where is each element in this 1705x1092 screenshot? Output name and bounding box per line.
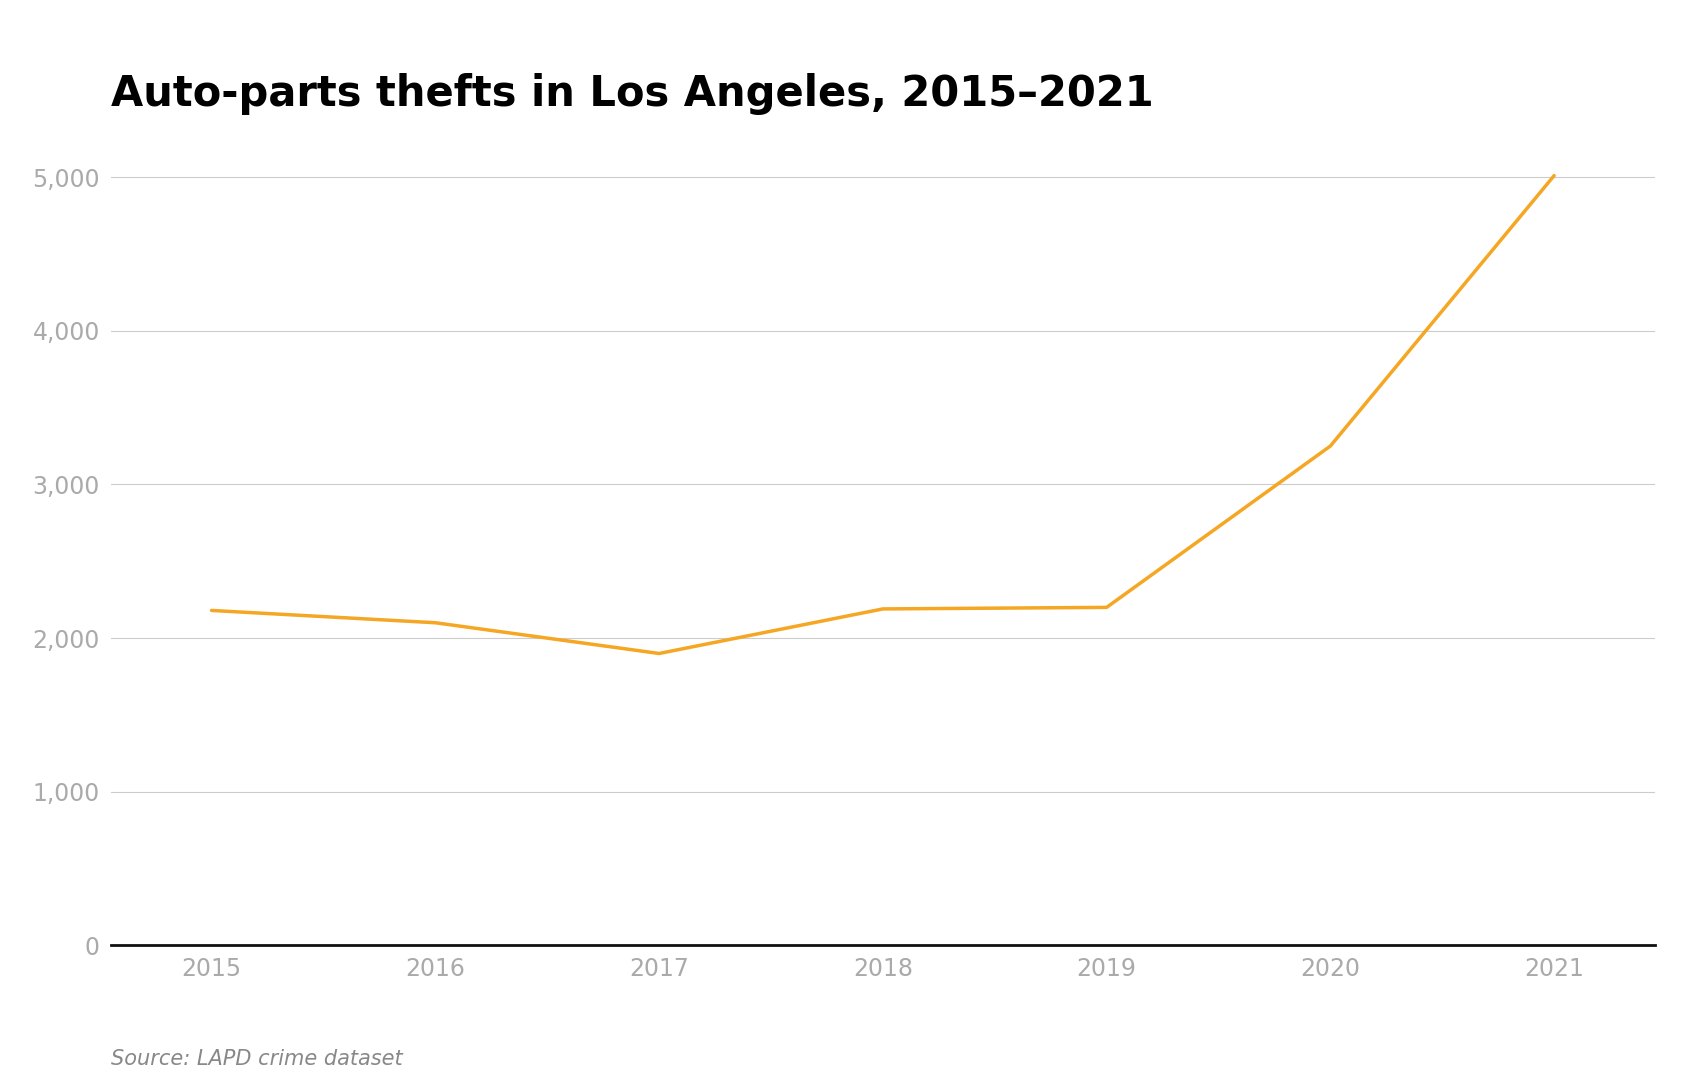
Text: Source: LAPD crime dataset: Source: LAPD crime dataset [111, 1048, 402, 1069]
Text: Auto-parts thefts in Los Angeles, 2015–2021: Auto-parts thefts in Los Angeles, 2015–2… [111, 73, 1153, 115]
